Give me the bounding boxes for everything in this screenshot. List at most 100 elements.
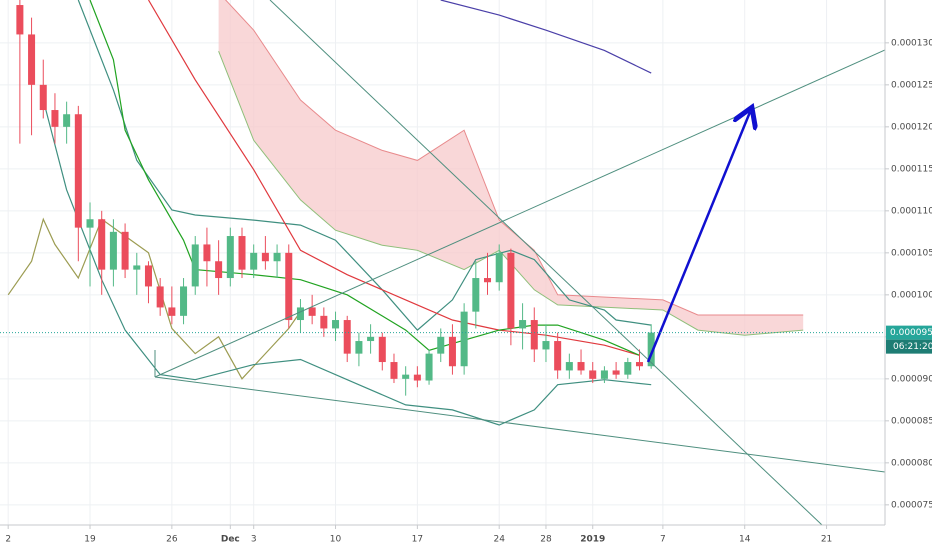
candle-body bbox=[296, 307, 304, 321]
candle-body bbox=[320, 315, 328, 329]
x-tick-label: Dec bbox=[221, 535, 240, 545]
plot-area bbox=[0, 0, 885, 525]
candle-body bbox=[98, 219, 106, 270]
candle-body bbox=[554, 341, 562, 371]
cloud bbox=[218, 0, 804, 336]
candle-body bbox=[367, 336, 375, 342]
indicator-line bbox=[77, 0, 652, 331]
trend-line bbox=[154, 376, 885, 473]
candle-body bbox=[355, 341, 363, 354]
candle-body bbox=[203, 244, 211, 262]
indicator-line bbox=[42, 99, 652, 426]
candle-body bbox=[273, 252, 281, 262]
candle-body bbox=[542, 341, 550, 350]
x-tick-label: 28 bbox=[540, 535, 552, 545]
candle-body bbox=[378, 336, 386, 363]
candle-body bbox=[390, 362, 398, 379]
candles bbox=[16, 0, 655, 396]
candle-body bbox=[577, 362, 585, 371]
last-price-box bbox=[886, 325, 932, 340]
candle-body bbox=[28, 34, 36, 85]
candle-body bbox=[226, 236, 234, 279]
candle-body bbox=[156, 286, 164, 308]
candle-body bbox=[144, 265, 152, 287]
candle-body bbox=[612, 370, 620, 375]
x-tick-label: 7 bbox=[660, 535, 666, 545]
candle-body bbox=[215, 261, 223, 279]
candle-body bbox=[238, 236, 246, 270]
candle-body bbox=[133, 265, 141, 270]
candle-body bbox=[250, 252, 258, 270]
candle-body bbox=[63, 114, 71, 127]
candle-body bbox=[437, 336, 445, 354]
candle-body bbox=[180, 286, 188, 316]
x-tick-label: 19 bbox=[84, 535, 96, 545]
candle-body bbox=[168, 307, 176, 316]
candle-body bbox=[16, 5, 24, 35]
trend-line bbox=[269, 0, 823, 525]
x-tick-label: 14 bbox=[739, 535, 751, 545]
candle-body bbox=[402, 374, 410, 379]
candle-body bbox=[413, 374, 421, 381]
cloud-upper bbox=[224, 0, 804, 316]
cloud-lower bbox=[218, 51, 804, 336]
candle-body bbox=[635, 362, 643, 367]
candle-body bbox=[589, 370, 597, 379]
candle-body bbox=[51, 110, 59, 127]
candle-body bbox=[308, 307, 316, 316]
candle-body bbox=[530, 320, 538, 350]
cloud-fill bbox=[218, 0, 804, 336]
x-tick-label: 17 bbox=[412, 535, 423, 545]
candle-body bbox=[74, 114, 82, 228]
candle-body bbox=[425, 353, 433, 381]
candle-body bbox=[261, 252, 269, 262]
overlays bbox=[7, 0, 652, 426]
candle-body bbox=[600, 370, 608, 379]
x-tick-label: 24 bbox=[493, 535, 505, 545]
candle-body bbox=[472, 278, 480, 312]
projection-arrow bbox=[646, 112, 750, 363]
countdown-label: 06:21:20 bbox=[893, 342, 932, 352]
trend-lines bbox=[154, 0, 885, 525]
candle-body bbox=[121, 231, 129, 270]
candle-body bbox=[39, 84, 47, 111]
x-tick-label: 26 bbox=[166, 535, 178, 545]
candle-body bbox=[86, 219, 94, 228]
candle-body bbox=[624, 362, 632, 375]
candle-body bbox=[495, 252, 503, 283]
candle-body bbox=[647, 332, 655, 367]
candle-body bbox=[343, 320, 351, 354]
candle-body bbox=[191, 244, 199, 287]
candle-body bbox=[448, 336, 456, 367]
last-price-label: 0.0000955 bbox=[890, 328, 932, 338]
candle-body bbox=[484, 278, 492, 283]
candle-body bbox=[507, 252, 515, 329]
indicator-line bbox=[89, 0, 640, 356]
countdown-box bbox=[886, 339, 932, 354]
candle-body bbox=[332, 320, 340, 329]
indicator-line bbox=[440, 0, 652, 74]
y-tick-label: 0.0001300 bbox=[891, 38, 932, 48]
indicator-line bbox=[147, 0, 640, 356]
x-tick-label: 2 bbox=[5, 535, 11, 545]
trend-line bbox=[154, 49, 885, 378]
x-tick-label: 21 bbox=[821, 535, 832, 545]
indicator-line bbox=[7, 217, 301, 380]
x-tick-label: 3 bbox=[251, 535, 257, 545]
candle-body bbox=[565, 362, 573, 371]
x-tick-label: 2019 bbox=[580, 535, 605, 545]
candle-body bbox=[519, 320, 527, 329]
candle-body bbox=[285, 252, 293, 321]
